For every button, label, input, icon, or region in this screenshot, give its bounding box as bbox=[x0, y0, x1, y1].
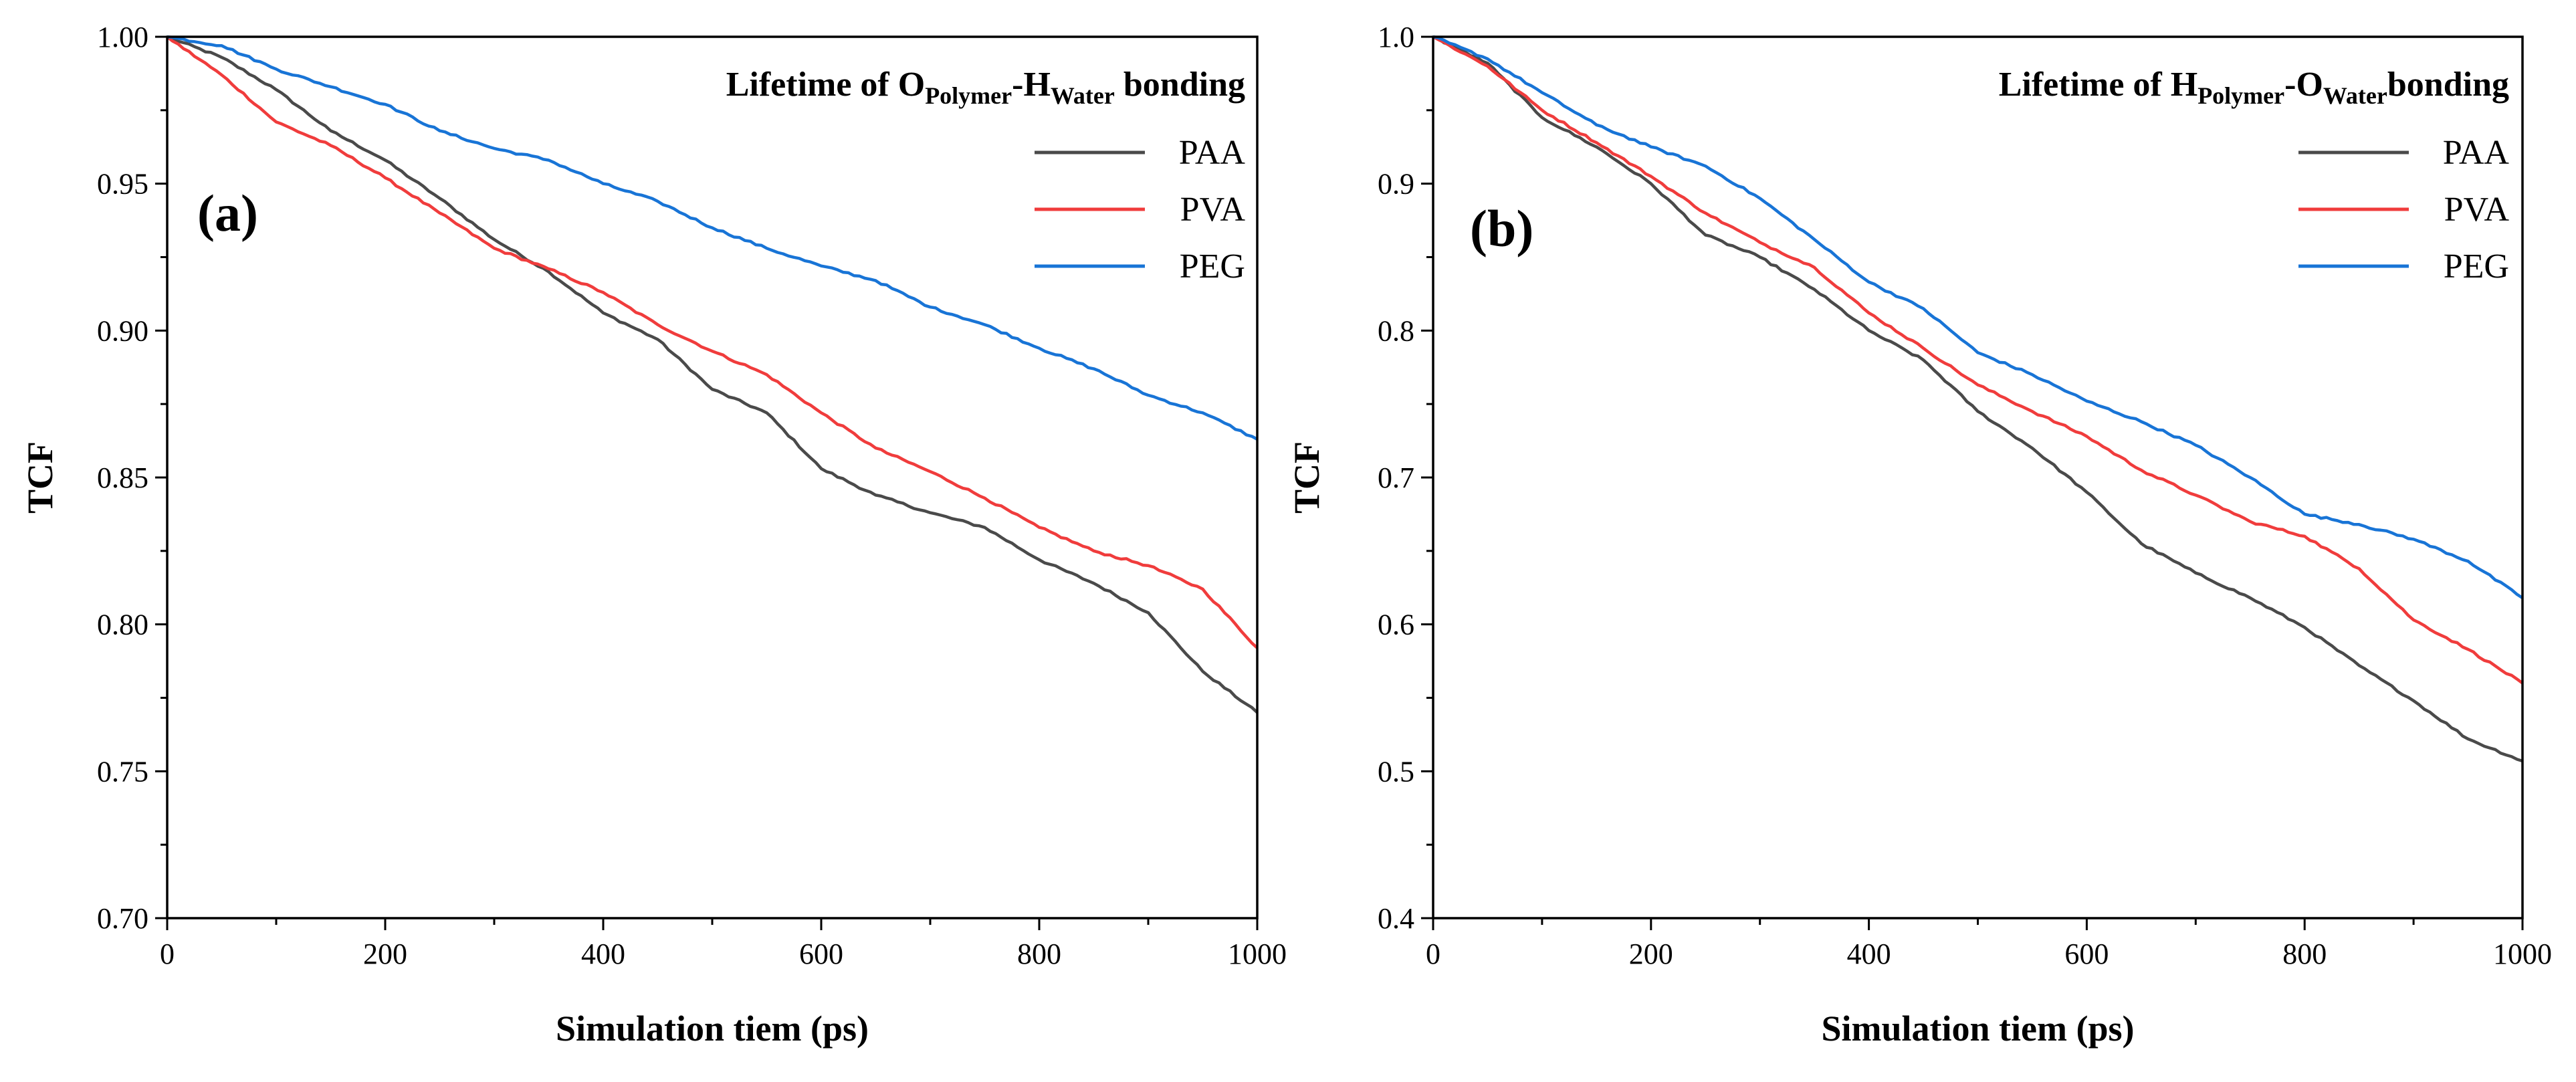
x-tick-label: 400 bbox=[581, 938, 625, 970]
y-tick-label: 0.90 bbox=[97, 314, 148, 347]
x-tick-label: 1000 bbox=[2493, 938, 2552, 970]
legend-title-prefix: Lifetime of H bbox=[1999, 66, 2197, 104]
x-tick-label: 200 bbox=[1629, 938, 1673, 970]
legend-title-subscript-1: Polymer bbox=[2197, 82, 2284, 109]
x-tick-label: 200 bbox=[363, 938, 407, 970]
legend-title-mid: -O bbox=[2284, 66, 2323, 104]
y-tick-label: 1.00 bbox=[97, 21, 148, 53]
y-tick-label: 0.7 bbox=[1378, 461, 1414, 494]
series-line-pva bbox=[1432, 35, 2524, 685]
panel-label: (a) bbox=[197, 184, 258, 242]
x-tick-label: 600 bbox=[2064, 938, 2109, 970]
y-tick-label: 0.85 bbox=[97, 461, 148, 494]
legend-title-subscript-1: Polymer bbox=[925, 82, 1012, 109]
y-axis-title: TCF bbox=[20, 441, 60, 514]
y-tick-label: 0.5 bbox=[1378, 755, 1414, 788]
legend-label-peg: PEG bbox=[1180, 247, 1245, 286]
x-tick-label: 1000 bbox=[1228, 938, 1287, 970]
legend-title-subscript-2: Water bbox=[2323, 82, 2387, 109]
x-tick-label: 800 bbox=[1017, 938, 1061, 970]
x-tick-label: 800 bbox=[2282, 938, 2327, 970]
panel-label: (b) bbox=[1470, 199, 1533, 257]
y-tick-label: 0.75 bbox=[97, 755, 148, 788]
y-tick-label: 0.95 bbox=[97, 168, 148, 201]
x-axis-title: Simulation tiem (ps) bbox=[1821, 1008, 2134, 1049]
y-tick-label: 0.8 bbox=[1378, 314, 1414, 347]
legend-label-paa: PAA bbox=[2443, 134, 2510, 172]
legend-title-mid: -H bbox=[1012, 66, 1051, 104]
y-axis-title: TCF bbox=[1287, 441, 1327, 514]
legend-label-paa: PAA bbox=[1179, 134, 1246, 172]
legend-title-suffix: bonding bbox=[1115, 66, 1245, 104]
plot-frame bbox=[1432, 35, 2524, 919]
series-line-pva bbox=[166, 35, 1259, 649]
plot-frame bbox=[166, 35, 1259, 919]
x-axis-title: Simulation tiem (ps) bbox=[556, 1008, 869, 1049]
y-tick-label: 0.80 bbox=[97, 609, 148, 641]
legend-label-peg: PEG bbox=[2444, 247, 2509, 286]
legend-label-pva: PVA bbox=[2444, 191, 2510, 229]
x-tick-label: 600 bbox=[799, 938, 843, 970]
legend-title: Lifetime of OPolymer-HWater bonding bbox=[726, 66, 1245, 109]
series-line-paa bbox=[1432, 35, 2523, 763]
series-line-paa bbox=[167, 35, 1259, 714]
series-line-peg bbox=[167, 35, 1259, 441]
panel-b: 0 200 400 600 800 1000 0.4 0.5 0.6 0.7 0.8 0.9 1.0 Si… bbox=[1287, 21, 2552, 1049]
legend-title-subscript-2: Water bbox=[1051, 82, 1115, 109]
legend-label-pva: PVA bbox=[1180, 191, 1246, 229]
panel-a: 0 200 400 600 800 1000 0.70 0.75 0.80 0.85 0.90 0.9… bbox=[20, 21, 1287, 1049]
legend-title-prefix: Lifetime of O bbox=[726, 66, 925, 104]
y-tick-label: 0.4 bbox=[1378, 902, 1414, 935]
y-tick-label: 0.70 bbox=[97, 902, 148, 935]
y-tick-label: 0.9 bbox=[1378, 168, 1414, 201]
x-tick-label: 0 bbox=[1426, 938, 1440, 970]
x-tick-label: 0 bbox=[160, 938, 175, 970]
y-tick-label: 1.0 bbox=[1378, 21, 1414, 53]
series-line-peg bbox=[1432, 35, 2524, 599]
y-tick-label: 0.6 bbox=[1378, 609, 1414, 641]
x-tick-label: 400 bbox=[1847, 938, 1891, 970]
legend-title-suffix: bonding bbox=[2387, 66, 2509, 104]
legend-title: Lifetime of HPolymer-OWaterbonding bbox=[1999, 66, 2509, 109]
